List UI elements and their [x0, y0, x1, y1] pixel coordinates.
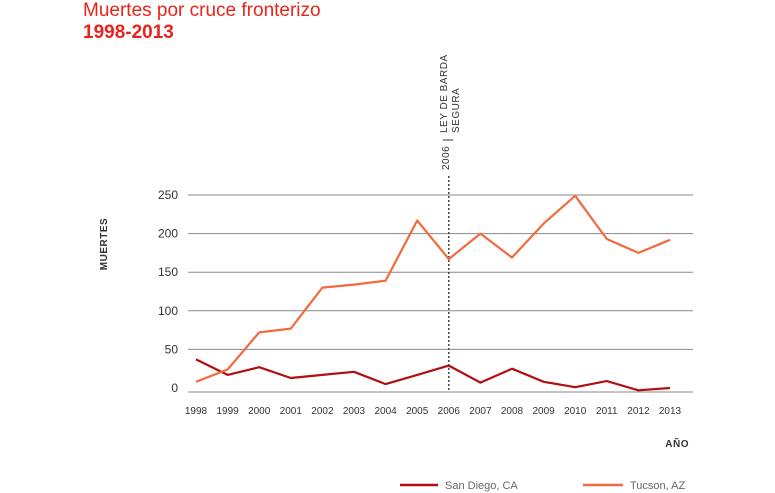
- series-line-san-diego-ca: [195, 358, 671, 392]
- x-tick-label: 2000: [248, 406, 271, 417]
- x-tick-label: 2011: [596, 406, 618, 417]
- y-axis-title: MUERTES: [99, 218, 110, 270]
- series-line-tucson-az: [195, 194, 671, 383]
- legend-label-tucson-az: Tucson, AZ: [630, 480, 686, 492]
- x-tick-label: 2007: [469, 406, 492, 417]
- x-tick-label: 2009: [532, 406, 555, 417]
- x-tick-label: 2001: [280, 406, 303, 417]
- x-tick-label: 1998: [185, 406, 208, 417]
- x-axis-title: AÑO: [665, 437, 689, 450]
- chart-title: Muertes por cruce fronterizo: [83, 0, 321, 21]
- y-tick-label: 50: [165, 342, 179, 356]
- legend-label-san-diego-ca: San Diego, CA: [445, 480, 518, 492]
- y-tick-label: 200: [158, 227, 178, 241]
- x-tick-label: 2012: [627, 406, 650, 417]
- y-tick-label: 0: [171, 381, 178, 395]
- y-tick-label: 150: [158, 265, 178, 279]
- y-tick-label: 250: [158, 188, 178, 202]
- x-tick-label: 2002: [311, 406, 334, 417]
- x-tick-label: 2004: [374, 406, 397, 417]
- x-tick-label: 1999: [216, 406, 239, 417]
- x-tick-label: 2003: [343, 406, 366, 417]
- annotation-year-label: 2006: [441, 146, 452, 170]
- x-tick-label: 2010: [564, 406, 587, 417]
- annotation-text-line-1: LEY DE BARDA: [439, 54, 450, 133]
- x-tick-label: 2005: [406, 406, 429, 417]
- x-tick-label: 2008: [501, 406, 524, 417]
- x-tick-label: 2013: [659, 406, 682, 417]
- chart-subtitle: 1998-2013: [83, 22, 174, 43]
- x-tick-label: 2006: [438, 406, 461, 417]
- annotation-text-line-2: SEGURA: [451, 88, 462, 133]
- y-tick-label: 100: [158, 304, 178, 318]
